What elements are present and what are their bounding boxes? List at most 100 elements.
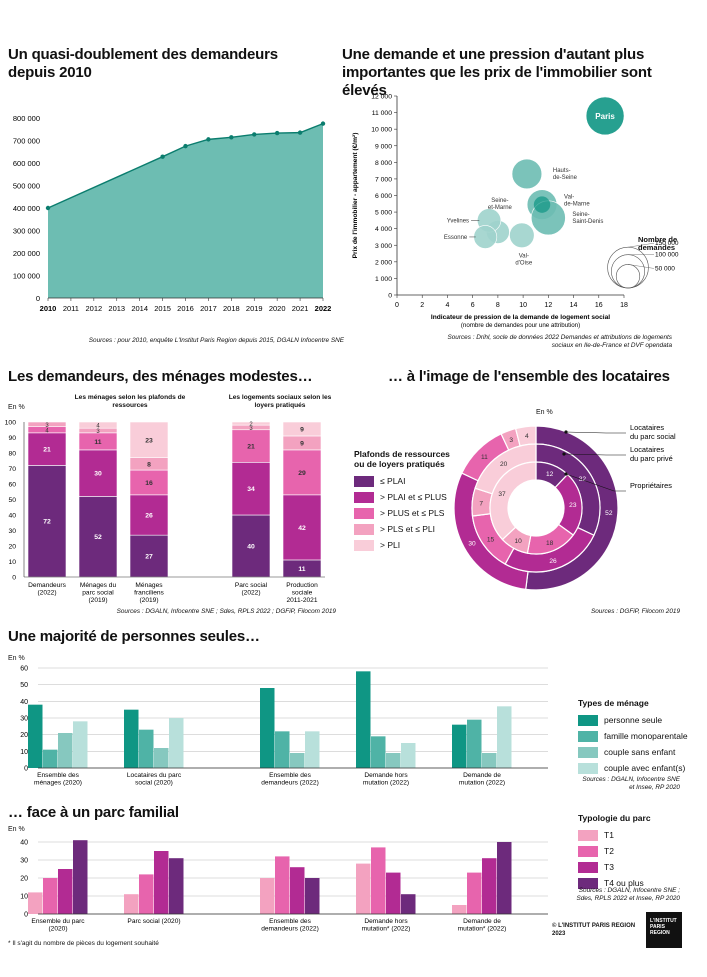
bar [467,872,482,914]
bar [482,858,497,914]
x-tick-label: 2011 [63,304,79,313]
bubble-chart: 0 1 000 2 000 3 000 4 000 5 000 6 000 7 000 8 00… [352,94,679,330]
donut-value: 32 [579,476,587,483]
typology-source: Sources : DGALN, Infocentre SNE ; Sdes, … [576,887,680,902]
y-tick-label: 30 [20,716,28,723]
legend-item: couple sans enfant [578,744,698,760]
data-point [297,130,303,135]
bar [305,731,320,768]
x-tick-label: 2021 [292,304,309,313]
y-tick-label: 7 000 [375,176,392,183]
category-label: Ensemble des demandeurs (2022) [261,918,319,933]
bubble-chart-title: Une demande et une pression d'autant plu… [342,46,652,99]
bar [356,863,371,914]
bar [452,724,467,768]
legend-swatch [578,730,598,742]
category-label: Parc social (2020) [127,918,180,925]
legend-label: personne seule [604,715,663,725]
bubble-chart-source: Sources : Drihl, socle de données 2022 D… [447,334,672,349]
bar [73,721,88,768]
donut-title: … à l'image de l'ensemble des locataires [388,368,670,385]
y-tick-label: 8 000 [375,160,392,167]
bar [28,892,43,914]
y-tick-label: 90 [8,435,16,442]
donut-value: 4 [525,433,529,440]
bar-value: 2 [249,422,253,428]
bar [497,842,512,914]
y-tick-label: 10 [20,894,28,901]
bar-segment [129,534,169,578]
stacked-bar-title: Les demandeurs, des ménages modestes… [8,368,313,385]
y-tick-label: 100 000 [13,272,40,281]
bar [73,840,88,914]
donut-value: 3 [509,437,513,444]
x-axis-label-2: (nombre de demandes pour une attribution… [461,322,580,329]
bubble-label: Hauts-de-Seine [553,168,578,181]
legend-item: ≤ PLAI [354,473,454,489]
bubble-label: Seine-Saint-Denis [572,212,603,225]
bar [371,847,386,914]
category-label: Ensemble des ménages (2020) [34,772,82,787]
legend-swatch [354,491,374,503]
y-tick-label: 70 [8,466,16,473]
size-legend-label: 150 000 [655,240,679,247]
category-label: Locataires du parc social (2020) [127,772,182,787]
bar [275,731,290,768]
y-tick-label: 50 [8,497,16,504]
bubble-label: Val-de-Marne [564,195,590,208]
bar [356,671,371,768]
size-legend-line [627,242,655,248]
bar-value: 3 [96,429,100,435]
donut-source: Sources : DGFiP, Filocom 2019 [590,608,680,615]
donut-value: 12 [546,471,554,478]
bar-segment [27,421,67,427]
y-tick-label: 0 [36,294,40,303]
legend-label: couple sans enfant [604,747,676,757]
y-tick-label: 500 000 [13,182,40,191]
bar-value: 3 [249,426,253,432]
typology-legend-title: Typologie du parc [578,813,651,823]
donut-unit: En % [536,409,553,416]
legend-swatch [578,861,598,873]
donut-value: 37 [498,491,506,498]
size-legend-label: 50 000 [655,265,675,272]
x-tick-label: 2017 [200,304,217,313]
bar [58,733,73,768]
bar [386,872,401,914]
x-tick-label: 2019 [246,304,263,313]
data-point [183,143,188,149]
legend-item: personne seule [578,712,698,728]
y-axis-label: Prix de l'immobilier - appartement (€/m²… [352,133,359,259]
legend-item: > PLS et ≤ PLI [354,521,454,537]
bar [275,856,290,914]
x-tick-label: 2013 [108,304,125,313]
size-legend-circle [615,264,641,289]
household-unit: En % [8,655,25,662]
stacked-bar-unit: En % [8,404,25,411]
data-point [320,121,326,126]
bubble-label: Seine-et-Marne [488,198,513,211]
stacked-bar-legend: Plafonds de ressources ou de loyers prat… [354,449,454,553]
x-tick-label: 12 [544,302,552,309]
bar [401,894,416,914]
legend-item: T1 [578,827,698,843]
y-tick-label: 10 000 [371,127,392,134]
data-point [206,137,211,142]
bar-value: 21 [43,447,51,454]
donut-label-line [565,431,626,434]
legend-swatch [578,877,598,889]
legend-item: T4 ou plus [578,875,698,891]
bar [124,709,139,768]
legend-item: > PLAI et ≤ PLUS [354,489,454,505]
legend-swatch [354,539,374,551]
household-title: Une majorité de personnes seules… [8,628,260,645]
bar-segment [231,429,271,463]
typology-title: … face à un parc familial [8,804,179,821]
legend-swatch [578,714,598,726]
area-fill [48,123,323,298]
bar-segment [129,421,169,458]
legend-item: > PLI [354,537,454,553]
bar-value: 4 [45,428,49,434]
x-tick-label: 2016 [177,304,194,313]
y-tick-label: 40 [8,513,16,520]
